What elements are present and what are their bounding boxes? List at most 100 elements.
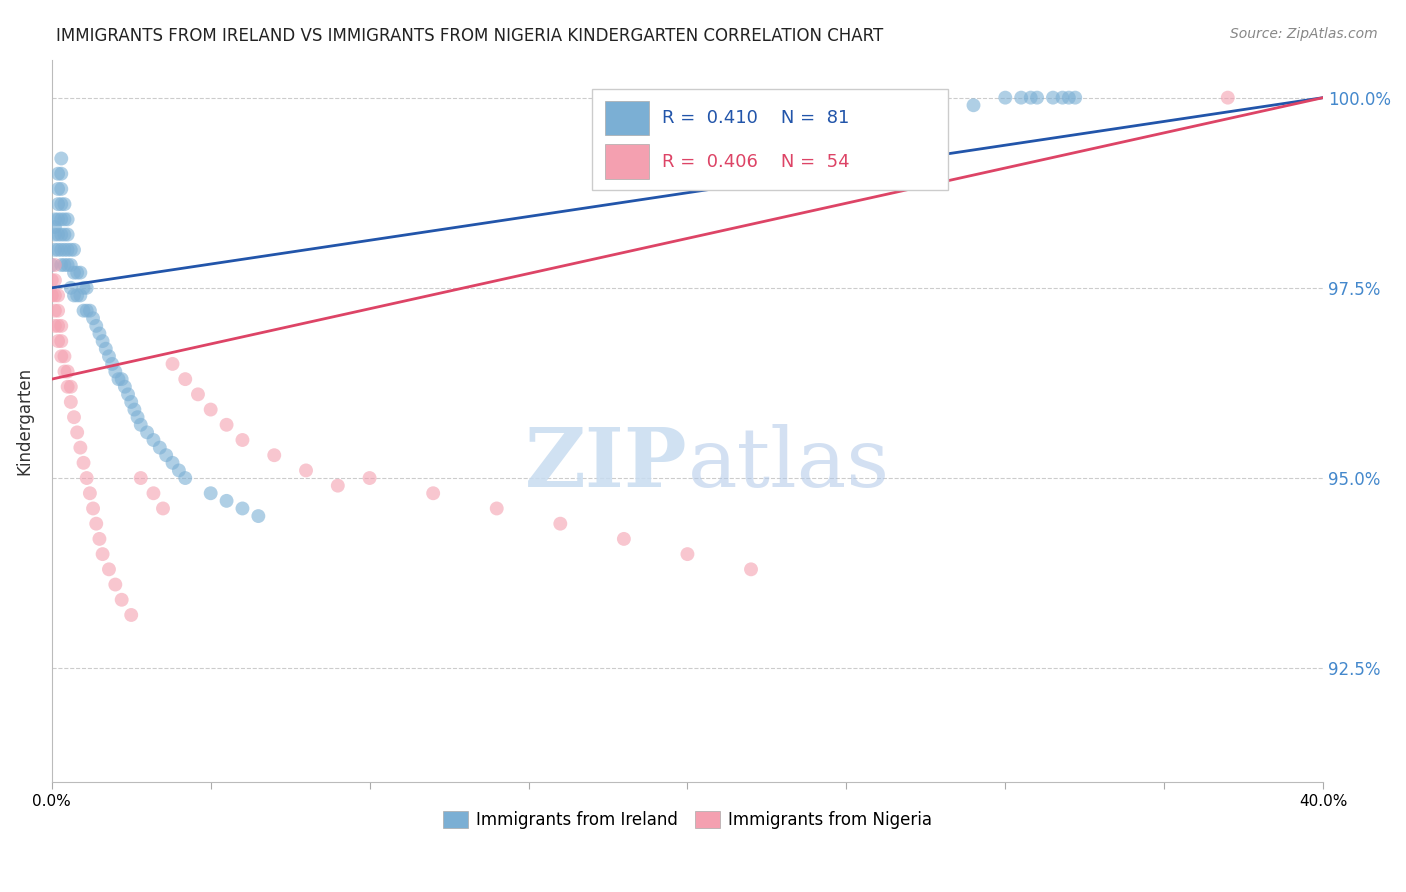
Point bbox=[129, 417, 152, 432]
Point bbox=[44, 303, 66, 318]
Point bbox=[69, 266, 91, 280]
Point bbox=[215, 494, 238, 508]
Point bbox=[69, 288, 91, 302]
Text: ZIP: ZIP bbox=[524, 425, 688, 504]
Point bbox=[46, 182, 69, 196]
Point bbox=[162, 456, 184, 470]
Point bbox=[1042, 90, 1064, 104]
Point bbox=[142, 486, 165, 500]
Point bbox=[111, 592, 134, 607]
Point bbox=[46, 212, 69, 227]
Point bbox=[53, 243, 76, 257]
Point bbox=[200, 486, 222, 500]
Point bbox=[51, 197, 73, 211]
Point bbox=[66, 288, 89, 302]
Point bbox=[231, 433, 253, 447]
Point bbox=[1064, 90, 1087, 104]
Bar bbox=[605, 101, 650, 136]
Point bbox=[84, 516, 107, 531]
Point bbox=[82, 501, 104, 516]
Point bbox=[59, 380, 82, 394]
Point bbox=[200, 402, 222, 417]
Point bbox=[56, 258, 79, 272]
Text: R =  0.410    N =  81: R = 0.410 N = 81 bbox=[662, 109, 849, 128]
Point bbox=[422, 486, 444, 500]
Point bbox=[82, 311, 104, 326]
Point bbox=[66, 266, 89, 280]
Point bbox=[46, 243, 69, 257]
Point bbox=[51, 243, 73, 257]
Point bbox=[107, 372, 129, 386]
Point bbox=[124, 402, 146, 417]
Bar bbox=[605, 145, 650, 179]
Point bbox=[51, 182, 73, 196]
Point bbox=[187, 387, 209, 401]
Point bbox=[46, 318, 69, 333]
Point bbox=[51, 212, 73, 227]
Point bbox=[550, 516, 572, 531]
Point bbox=[84, 318, 107, 333]
Point bbox=[104, 365, 127, 379]
Point bbox=[44, 258, 66, 272]
Point bbox=[97, 349, 120, 363]
Text: R =  0.406    N =  54: R = 0.406 N = 54 bbox=[662, 153, 849, 170]
Point bbox=[613, 532, 636, 546]
Point bbox=[485, 501, 508, 516]
Point bbox=[63, 266, 86, 280]
Point bbox=[53, 197, 76, 211]
Point bbox=[63, 410, 86, 425]
Point bbox=[1010, 90, 1032, 104]
Text: Source: ZipAtlas.com: Source: ZipAtlas.com bbox=[1230, 27, 1378, 41]
Point bbox=[44, 227, 66, 242]
Point bbox=[79, 486, 101, 500]
Point bbox=[72, 303, 94, 318]
Point bbox=[167, 463, 190, 477]
Point bbox=[994, 90, 1017, 104]
Point bbox=[295, 463, 318, 477]
Point bbox=[1216, 90, 1239, 104]
Point bbox=[51, 318, 73, 333]
Point bbox=[44, 212, 66, 227]
Point bbox=[263, 448, 285, 462]
Point bbox=[53, 212, 76, 227]
Point bbox=[149, 441, 172, 455]
Legend: Immigrants from Ireland, Immigrants from Nigeria: Immigrants from Ireland, Immigrants from… bbox=[436, 804, 939, 836]
Point bbox=[76, 471, 98, 485]
Point bbox=[46, 334, 69, 348]
Point bbox=[79, 303, 101, 318]
Point bbox=[41, 258, 63, 272]
Point bbox=[41, 273, 63, 287]
Point bbox=[51, 334, 73, 348]
Point bbox=[97, 562, 120, 576]
Point bbox=[127, 410, 149, 425]
Point bbox=[53, 349, 76, 363]
Point bbox=[44, 219, 66, 234]
Point bbox=[94, 342, 117, 356]
Point bbox=[101, 357, 124, 371]
Point bbox=[114, 380, 136, 394]
Point bbox=[56, 243, 79, 257]
Text: IMMIGRANTS FROM IRELAND VS IMMIGRANTS FROM NIGERIA KINDERGARTEN CORRELATION CHAR: IMMIGRANTS FROM IRELAND VS IMMIGRANTS FR… bbox=[56, 27, 883, 45]
Point bbox=[46, 167, 69, 181]
Point bbox=[89, 532, 111, 546]
Point bbox=[51, 152, 73, 166]
Point bbox=[72, 281, 94, 295]
Point bbox=[51, 258, 73, 272]
Point bbox=[91, 547, 114, 561]
Point bbox=[51, 227, 73, 242]
Point bbox=[46, 227, 69, 242]
Point bbox=[46, 288, 69, 302]
Point bbox=[111, 372, 134, 386]
Point bbox=[898, 98, 921, 112]
Point bbox=[91, 334, 114, 348]
Y-axis label: Kindergarten: Kindergarten bbox=[15, 367, 32, 475]
Point bbox=[162, 357, 184, 371]
Point bbox=[247, 509, 270, 524]
Point bbox=[56, 212, 79, 227]
Point bbox=[72, 456, 94, 470]
Point bbox=[76, 281, 98, 295]
Point bbox=[59, 258, 82, 272]
Point bbox=[63, 243, 86, 257]
Text: atlas: atlas bbox=[688, 425, 890, 504]
Point bbox=[41, 288, 63, 302]
